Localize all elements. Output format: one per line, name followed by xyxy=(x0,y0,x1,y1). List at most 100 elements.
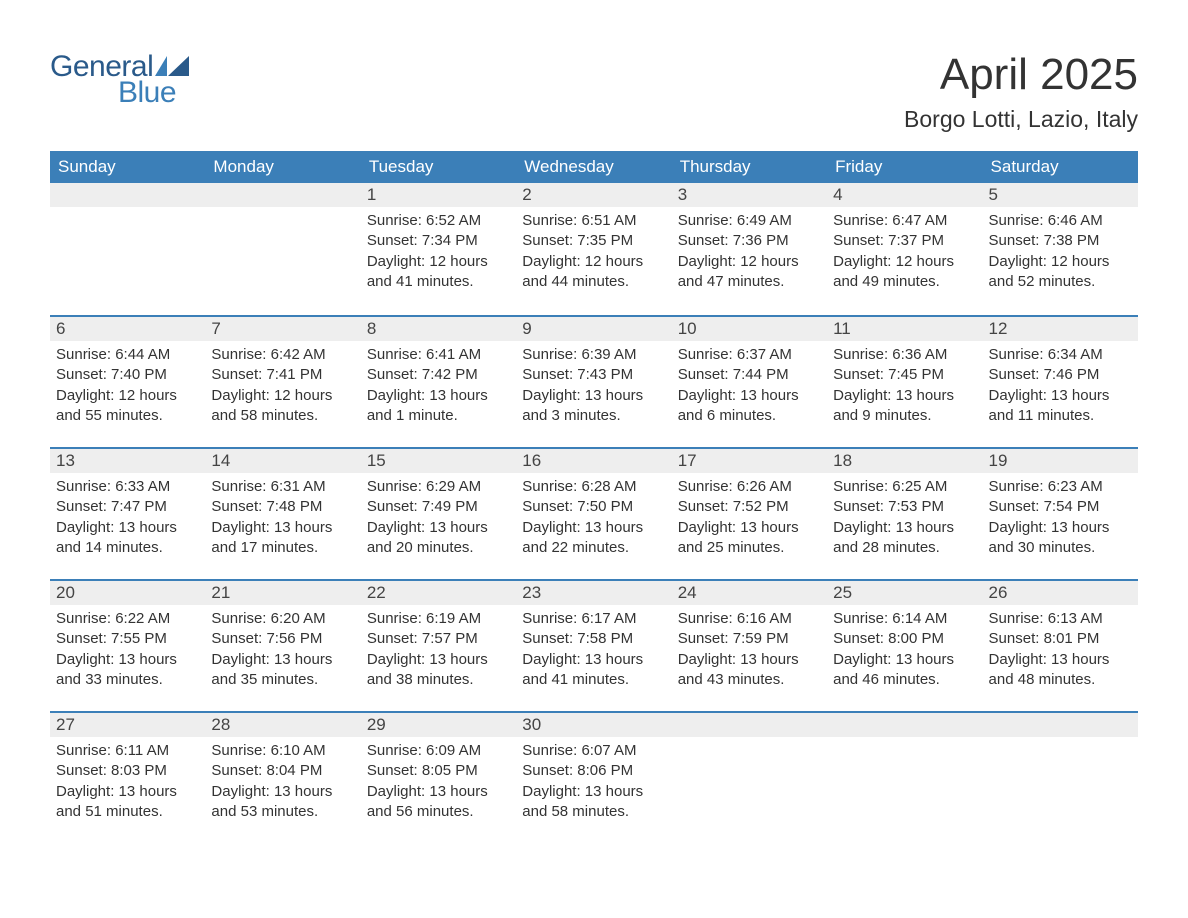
day-number-bar: 7 xyxy=(205,315,360,341)
sunrise-line: Sunrise: 6:44 AM xyxy=(56,345,199,365)
day-details: Sunrise: 6:17 AMSunset: 7:58 PMDaylight:… xyxy=(516,605,671,700)
day-details: Sunrise: 6:37 AMSunset: 7:44 PMDaylight:… xyxy=(672,341,827,436)
sunset-line: Sunset: 7:42 PM xyxy=(367,365,510,385)
daylight-line: Daylight: 13 hours and 35 minutes. xyxy=(211,650,354,691)
sunrise-line: Sunrise: 6:46 AM xyxy=(989,211,1132,231)
weekday-header: Thursday xyxy=(672,151,827,183)
day-details: Sunrise: 6:29 AMSunset: 7:49 PMDaylight:… xyxy=(361,473,516,568)
calendar-day-cell: 3Sunrise: 6:49 AMSunset: 7:36 PMDaylight… xyxy=(672,183,827,315)
month-title: April 2025 xyxy=(904,50,1138,100)
day-number-bar: 26 xyxy=(983,579,1138,605)
day-number-bar xyxy=(827,711,982,737)
sunrise-line: Sunrise: 6:34 AM xyxy=(989,345,1132,365)
daylight-line: Daylight: 13 hours and 17 minutes. xyxy=(211,518,354,559)
sunrise-line: Sunrise: 6:26 AM xyxy=(678,477,821,497)
sunset-line: Sunset: 8:00 PM xyxy=(833,629,976,649)
sunrise-line: Sunrise: 6:52 AM xyxy=(367,211,510,231)
day-details: Sunrise: 6:13 AMSunset: 8:01 PMDaylight:… xyxy=(983,605,1138,700)
daylight-line: Daylight: 13 hours and 9 minutes. xyxy=(833,386,976,427)
day-number-bar xyxy=(672,711,827,737)
sunrise-line: Sunrise: 6:11 AM xyxy=(56,741,199,761)
brand-line2: Blue xyxy=(118,76,176,110)
day-number-bar: 11 xyxy=(827,315,982,341)
calendar-day-cell: 12Sunrise: 6:34 AMSunset: 7:46 PMDayligh… xyxy=(983,315,1138,447)
day-details: Sunrise: 6:14 AMSunset: 8:00 PMDaylight:… xyxy=(827,605,982,700)
day-details: Sunrise: 6:23 AMSunset: 7:54 PMDaylight:… xyxy=(983,473,1138,568)
calendar-day-cell: 28Sunrise: 6:10 AMSunset: 8:04 PMDayligh… xyxy=(205,711,360,843)
day-details: Sunrise: 6:36 AMSunset: 7:45 PMDaylight:… xyxy=(827,341,982,436)
sunset-line: Sunset: 7:36 PM xyxy=(678,231,821,251)
calendar-day-cell: 1Sunrise: 6:52 AMSunset: 7:34 PMDaylight… xyxy=(361,183,516,315)
daylight-line: Daylight: 13 hours and 20 minutes. xyxy=(367,518,510,559)
daylight-line: Daylight: 13 hours and 1 minute. xyxy=(367,386,510,427)
sunset-line: Sunset: 7:53 PM xyxy=(833,497,976,517)
calendar-day-cell: 30Sunrise: 6:07 AMSunset: 8:06 PMDayligh… xyxy=(516,711,671,843)
calendar-day-cell: 7Sunrise: 6:42 AMSunset: 7:41 PMDaylight… xyxy=(205,315,360,447)
day-details: Sunrise: 6:41 AMSunset: 7:42 PMDaylight:… xyxy=(361,341,516,436)
day-number-bar: 30 xyxy=(516,711,671,737)
sunset-line: Sunset: 7:41 PM xyxy=(211,365,354,385)
day-number-bar: 22 xyxy=(361,579,516,605)
day-details: Sunrise: 6:51 AMSunset: 7:35 PMDaylight:… xyxy=(516,207,671,302)
calendar-day-cell: 10Sunrise: 6:37 AMSunset: 7:44 PMDayligh… xyxy=(672,315,827,447)
calendar-day-cell xyxy=(983,711,1138,843)
sunset-line: Sunset: 8:06 PM xyxy=(522,761,665,781)
day-details: Sunrise: 6:26 AMSunset: 7:52 PMDaylight:… xyxy=(672,473,827,568)
sunrise-line: Sunrise: 6:39 AM xyxy=(522,345,665,365)
calendar-day-cell: 27Sunrise: 6:11 AMSunset: 8:03 PMDayligh… xyxy=(50,711,205,843)
sunrise-line: Sunrise: 6:19 AM xyxy=(367,609,510,629)
day-number-bar: 4 xyxy=(827,183,982,207)
sunrise-line: Sunrise: 6:16 AM xyxy=(678,609,821,629)
day-number-bar: 3 xyxy=(672,183,827,207)
calendar-day-cell: 14 Sunrise: 6:31 AMSunset: 7:48 PMDayligh… xyxy=(205,447,360,579)
calendar-day-cell: 5Sunrise: 6:46 AMSunset: 7:38 PMDaylight… xyxy=(983,183,1138,315)
daylight-line: Daylight: 13 hours and 56 minutes. xyxy=(367,782,510,823)
daylight-line: Daylight: 13 hours and 43 minutes. xyxy=(678,650,821,691)
calendar-day-cell: 21Sunrise: 6:20 AMSunset: 7:56 PMDayligh… xyxy=(205,579,360,711)
day-details: Sunrise: 6:52 AMSunset: 7:34 PMDaylight:… xyxy=(361,207,516,302)
sunset-line: Sunset: 7:37 PM xyxy=(833,231,976,251)
day-details: Sunrise: 6:11 AMSunset: 8:03 PMDaylight:… xyxy=(50,737,205,832)
sunset-line: Sunset: 7:44 PM xyxy=(678,365,821,385)
day-details: Sunrise: 6:20 AMSunset: 7:56 PMDaylight:… xyxy=(205,605,360,700)
daylight-line: Daylight: 13 hours and 38 minutes. xyxy=(367,650,510,691)
sunrise-line: Sunrise: 6:14 AM xyxy=(833,609,976,629)
day-number-bar: 12 xyxy=(983,315,1138,341)
day-details: Sunrise: 6:10 AMSunset: 8:04 PMDaylight:… xyxy=(205,737,360,832)
weekday-header-row: SundayMondayTuesdayWednesdayThursdayFrid… xyxy=(50,151,1138,183)
sunset-line: Sunset: 7:48 PM xyxy=(211,497,354,517)
daylight-line: Daylight: 12 hours and 49 minutes. xyxy=(833,252,976,293)
sunrise-line: Sunrise: 6:31 AM xyxy=(211,477,354,497)
daylight-line: Daylight: 13 hours and 46 minutes. xyxy=(833,650,976,691)
daylight-line: Daylight: 13 hours and 30 minutes. xyxy=(989,518,1132,559)
day-number-bar: 13 xyxy=(50,447,205,473)
day-number-bar: 5 xyxy=(983,183,1138,207)
weekday-header: Friday xyxy=(827,151,982,183)
day-number-bar: 15 xyxy=(361,447,516,473)
day-details: Sunrise: 6:09 AMSunset: 8:05 PMDaylight:… xyxy=(361,737,516,832)
sunrise-line: Sunrise: 6:09 AM xyxy=(367,741,510,761)
day-details: Sunrise: 6:07 AMSunset: 8:06 PMDaylight:… xyxy=(516,737,671,832)
calendar-day-cell: 6Sunrise: 6:44 AMSunset: 7:40 PMDaylight… xyxy=(50,315,205,447)
day-details: Sunrise: 6:34 AMSunset: 7:46 PMDaylight:… xyxy=(983,341,1138,436)
calendar-day-cell: 22Sunrise: 6:19 AMSunset: 7:57 PMDayligh… xyxy=(361,579,516,711)
day-details: Sunrise: 6:16 AMSunset: 7:59 PMDaylight:… xyxy=(672,605,827,700)
weekday-header: Saturday xyxy=(983,151,1138,183)
day-number-bar: 9 xyxy=(516,315,671,341)
daylight-line: Daylight: 13 hours and 41 minutes. xyxy=(522,650,665,691)
sunrise-line: Sunrise: 6:29 AM xyxy=(367,477,510,497)
day-details: Sunrise: 6:44 AMSunset: 7:40 PMDaylight:… xyxy=(50,341,205,436)
brand-logo: General Blue xyxy=(50,50,189,110)
calendar-week-row: 20Sunrise: 6:22 AMSunset: 7:55 PMDayligh… xyxy=(50,579,1138,711)
daylight-line: Daylight: 12 hours and 44 minutes. xyxy=(522,252,665,293)
sunrise-line: Sunrise: 6:47 AM xyxy=(833,211,976,231)
day-number-bar: 14 xyxy=(205,447,360,473)
sunset-line: Sunset: 8:05 PM xyxy=(367,761,510,781)
day-number-bar: 25 xyxy=(827,579,982,605)
location-subtitle: Borgo Lotti, Lazio, Italy xyxy=(904,106,1138,133)
calendar-day-cell xyxy=(827,711,982,843)
day-number-bar: 21 xyxy=(205,579,360,605)
calendar-day-cell xyxy=(205,183,360,315)
sunrise-line: Sunrise: 6:17 AM xyxy=(522,609,665,629)
day-number-bar: 19 xyxy=(983,447,1138,473)
